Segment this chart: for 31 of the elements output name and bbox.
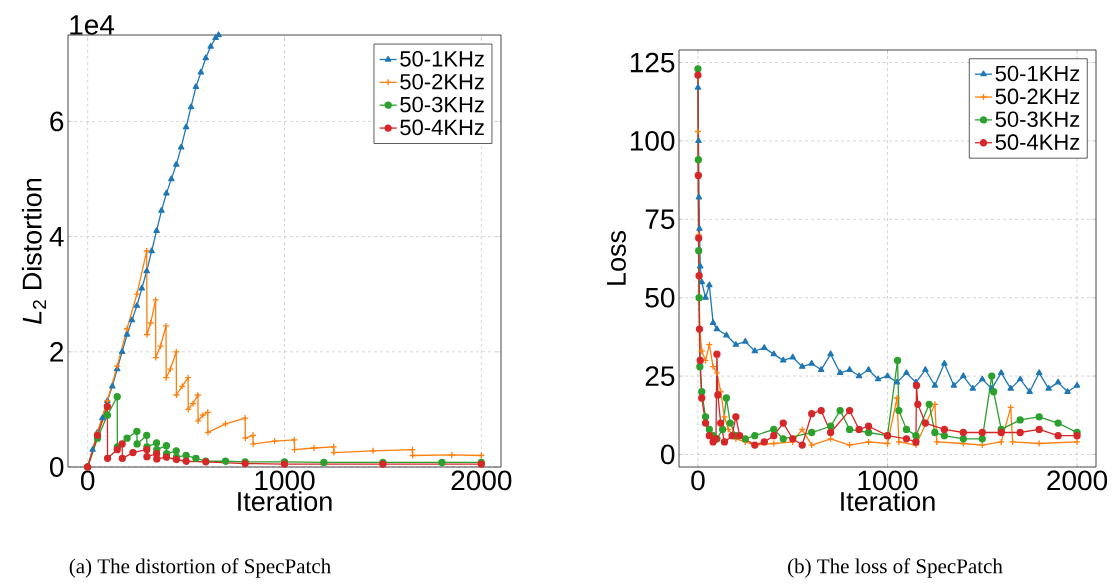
legend-label: 50-1KHz: [400, 51, 484, 67]
x-tick-label: 2000: [1047, 470, 1108, 491]
x-tick-label: 0: [691, 470, 705, 491]
legend-label: 50-3KHz: [995, 111, 1080, 128]
y-tick-label: 2: [50, 342, 64, 362]
y-tick-label: 0: [661, 444, 675, 465]
text: (b) The loss of SpecPatch: [788, 558, 1003, 578]
y-tick-label: 4: [49, 226, 64, 247]
x-tick-label: 0: [80, 470, 95, 491]
legend-label: 50-4KHz: [400, 119, 484, 136]
y-tick-label: 25: [645, 366, 675, 386]
x-axis-title: Iteration: [841, 491, 935, 512]
legend-label: 50-4KHz: [995, 134, 1080, 150]
y-tick-label: 50: [645, 287, 675, 308]
y-tick-label: 0: [49, 457, 64, 477]
y-axis-title: Loss: [607, 230, 626, 285]
y-tick-label: 125: [630, 52, 675, 73]
text: 1e4: [70, 15, 115, 35]
legend-label: 50-2KHz: [995, 88, 1080, 105]
x-tick-label: 1000: [858, 470, 918, 491]
y-axis-title: L$_{2}$ Distortion: [21, 178, 47, 324]
legend-label: 50-3KHz: [400, 96, 484, 113]
x-axis-title: Iteration: [238, 491, 332, 512]
legend-label: 50-1KHz: [995, 65, 1080, 82]
y-tick-label: 75: [645, 209, 675, 230]
x-tick-label: 2000: [451, 470, 512, 491]
legend-label: 50-2KHz: [400, 73, 484, 90]
text: (a) The distortion of SpecPatch: [69, 558, 331, 578]
y-tick-label: 6: [50, 111, 64, 132]
x-tick-label: 1000: [255, 470, 315, 491]
y-tick-label: 100: [630, 131, 675, 151]
